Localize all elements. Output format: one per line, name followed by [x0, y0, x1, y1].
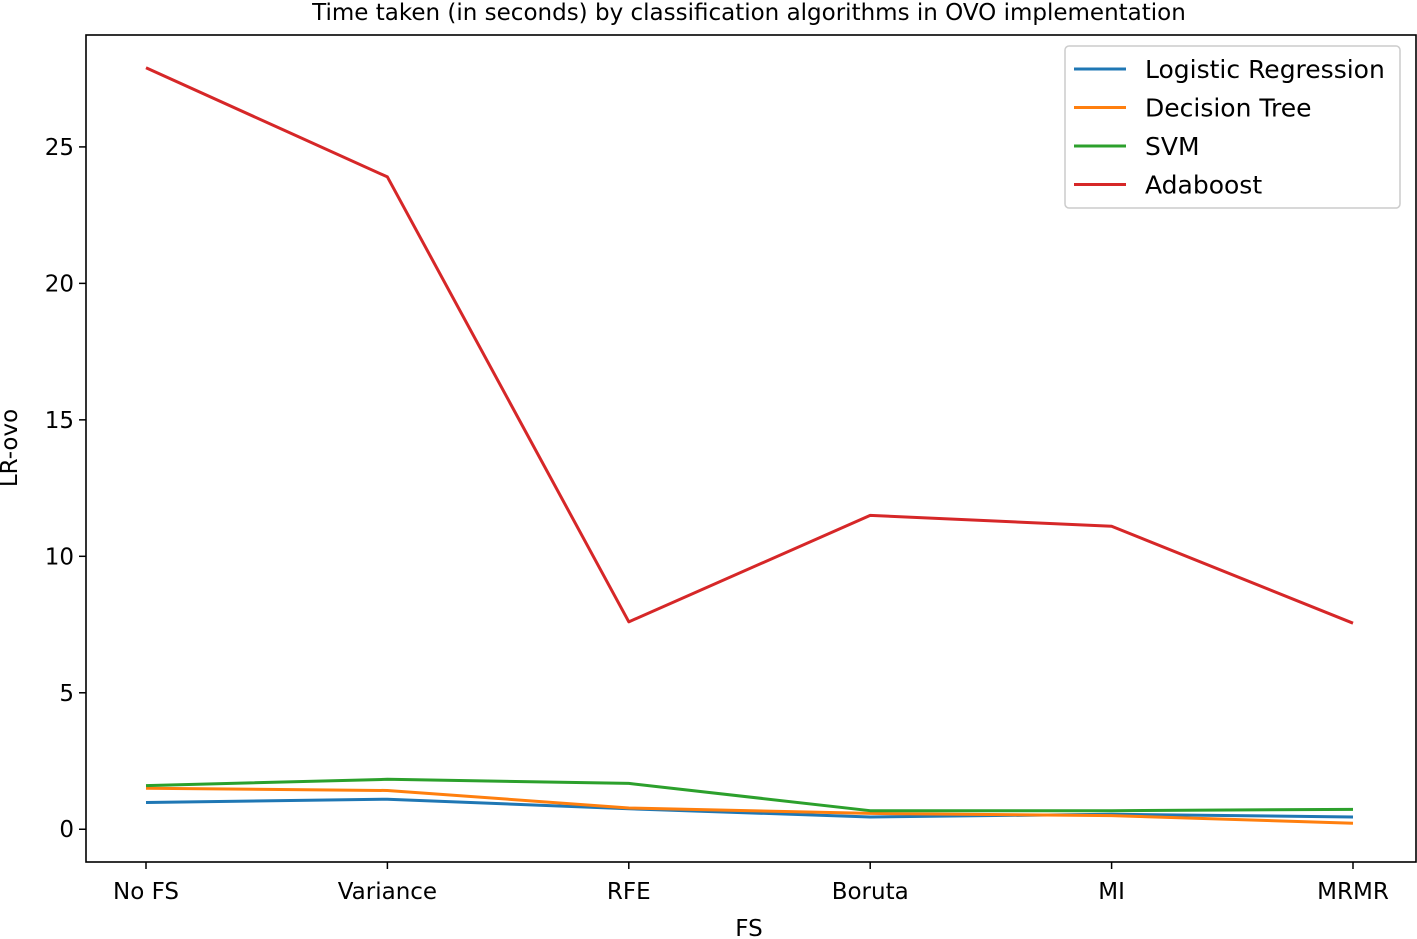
- series-line-decision-tree: [145, 786, 1354, 825]
- x-tick-label: No FS: [113, 879, 179, 905]
- y-tick-label: 20: [45, 271, 74, 297]
- legend-label: SVM: [1145, 132, 1200, 161]
- x-tick-label: RFE: [607, 879, 651, 905]
- y-tick-label: 15: [45, 408, 74, 434]
- legend-label: Logistic Regression: [1145, 55, 1385, 84]
- y-axis-label: LR-ovo: [0, 409, 23, 487]
- y-tick-label: 0: [59, 817, 74, 843]
- y-tick-label: 25: [45, 135, 74, 161]
- x-tick-label: MI: [1098, 879, 1125, 905]
- legend: Logistic Regression Decision Tree SVM Adabo…: [1064, 45, 1401, 209]
- series-line-svm: [145, 777, 1354, 813]
- legend-label: Decision Tree: [1145, 94, 1311, 123]
- legend-box: [1064, 45, 1401, 209]
- x-axis: No FS Variance RFE Boruta MI MRMR: [113, 862, 1389, 905]
- chart-title: Time taken (in seconds) by classificatio…: [311, 0, 1186, 26]
- series-line-adaboost: [145, 66, 1354, 625]
- x-axis-label: FS: [735, 916, 762, 939]
- series-line-logistic-regression: [145, 797, 1354, 819]
- x-tick-label: Variance: [338, 879, 437, 905]
- y-tick-label: 10: [45, 544, 74, 570]
- x-tick-label: Boruta: [832, 879, 909, 905]
- plot-area-frame: [85, 34, 1417, 863]
- y-axis: 0 5 10 15 20 25: [45, 135, 86, 843]
- legend-label: Adaboost: [1145, 171, 1262, 200]
- y-tick-label: 5: [59, 681, 74, 707]
- series-lines: [145, 66, 1354, 825]
- x-tick-label: MRMR: [1317, 879, 1389, 905]
